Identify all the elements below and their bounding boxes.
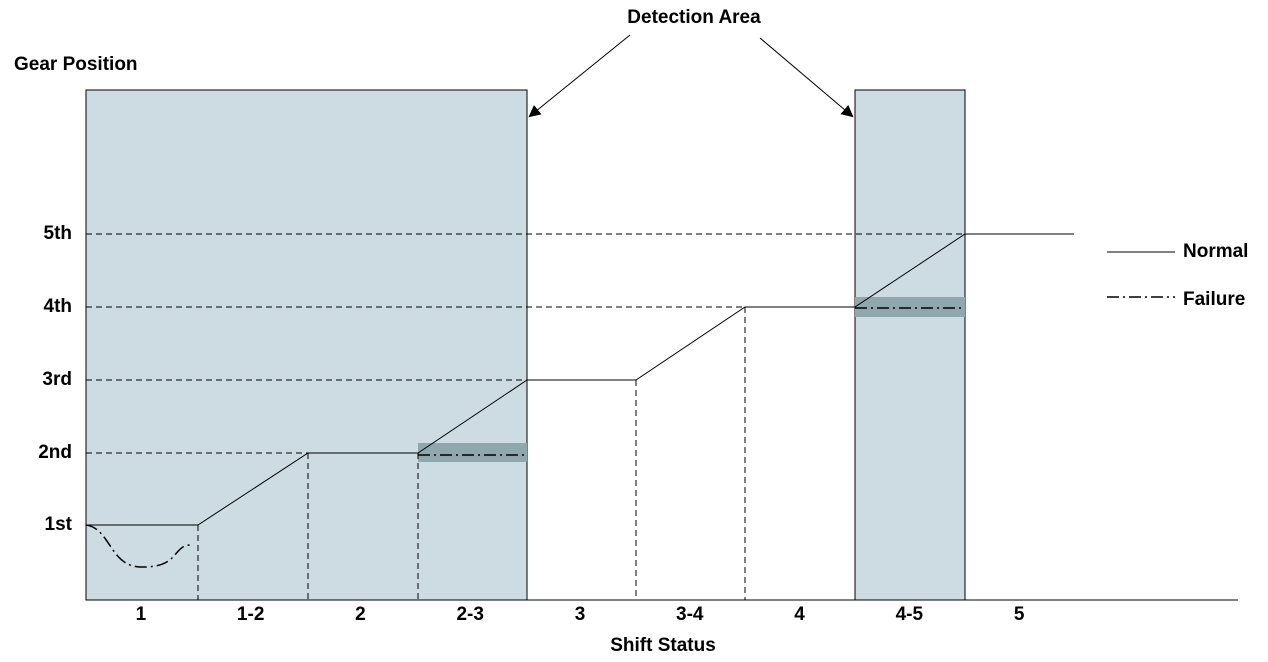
gear-label: 4th (44, 296, 73, 317)
legend-label: Normal (1183, 241, 1248, 262)
detection-area (854, 89, 966, 601)
shift-label: 3-4 (676, 604, 704, 625)
gear-label: 5th (44, 223, 73, 244)
shift-label: 2 (355, 604, 366, 625)
gear-label: 3rd (42, 369, 72, 390)
shift-label: 4-5 (896, 604, 924, 625)
shift-label: 5 (1014, 604, 1025, 625)
y-axis-label: Gear Position (14, 54, 138, 75)
shift-label: 2-3 (456, 604, 483, 625)
failure-line (85, 524, 191, 568)
title: Detection Area (627, 7, 761, 28)
normal-line (86, 233, 1074, 526)
legend-label: Failure (1183, 289, 1245, 310)
guides (86, 233, 965, 600)
arrow (759, 37, 854, 118)
failure-highlight (418, 443, 527, 462)
x-axis-label: Shift Status (610, 635, 716, 656)
shift-label: 1-2 (237, 604, 264, 625)
shift-label: 1 (136, 604, 147, 625)
gear-label: 2nd (38, 442, 72, 463)
failure-highlight (855, 297, 965, 317)
arrow (528, 34, 631, 118)
shift-label: 3 (575, 604, 586, 625)
shift-label: 4 (794, 604, 805, 625)
gear-label: 1st (45, 514, 73, 535)
detection-area (85, 89, 528, 601)
